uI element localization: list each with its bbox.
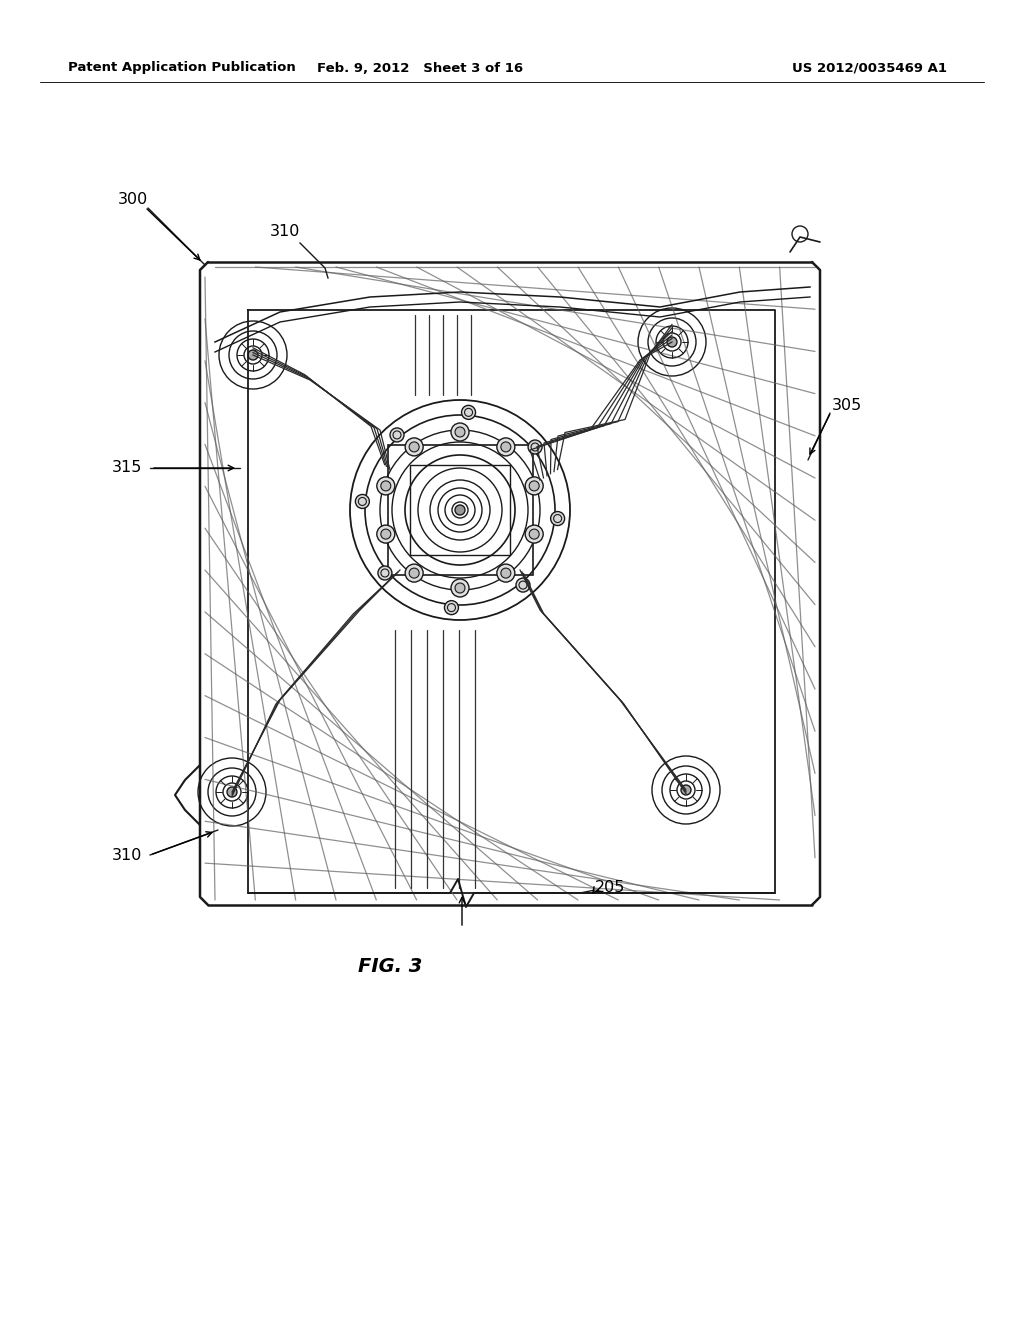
Circle shape	[497, 438, 515, 455]
Circle shape	[551, 512, 564, 525]
Circle shape	[462, 405, 475, 420]
Circle shape	[227, 787, 237, 797]
Text: Feb. 9, 2012   Sheet 3 of 16: Feb. 9, 2012 Sheet 3 of 16	[317, 62, 523, 74]
Circle shape	[528, 440, 542, 454]
Circle shape	[516, 578, 530, 593]
Circle shape	[381, 529, 391, 539]
Circle shape	[529, 480, 540, 491]
Text: FIG. 3: FIG. 3	[357, 957, 422, 975]
Circle shape	[455, 426, 465, 437]
Circle shape	[377, 525, 395, 543]
Circle shape	[410, 568, 419, 578]
Circle shape	[525, 477, 543, 495]
Circle shape	[410, 442, 419, 451]
Circle shape	[681, 785, 691, 795]
Circle shape	[406, 438, 423, 455]
Circle shape	[406, 564, 423, 582]
Circle shape	[444, 601, 459, 615]
Circle shape	[355, 495, 370, 508]
Text: 310: 310	[270, 224, 300, 239]
Text: 310: 310	[112, 847, 142, 862]
Text: US 2012/0035469 A1: US 2012/0035469 A1	[793, 62, 947, 74]
Text: 300: 300	[118, 193, 148, 207]
Circle shape	[525, 525, 543, 543]
Text: 205: 205	[595, 880, 626, 895]
Bar	[410, 465, 510, 554]
Circle shape	[501, 568, 511, 578]
Circle shape	[377, 477, 395, 495]
Text: 305: 305	[831, 397, 862, 412]
Circle shape	[497, 564, 515, 582]
Circle shape	[529, 529, 540, 539]
Bar	[388, 445, 534, 576]
Circle shape	[378, 566, 392, 579]
Circle shape	[455, 506, 465, 515]
Circle shape	[390, 428, 404, 442]
Circle shape	[451, 579, 469, 597]
Circle shape	[451, 422, 469, 441]
Circle shape	[667, 337, 677, 347]
Text: 315: 315	[112, 461, 142, 475]
Circle shape	[501, 442, 511, 451]
Circle shape	[455, 583, 465, 593]
Circle shape	[381, 480, 391, 491]
Circle shape	[248, 350, 258, 360]
Text: Patent Application Publication: Patent Application Publication	[68, 62, 296, 74]
